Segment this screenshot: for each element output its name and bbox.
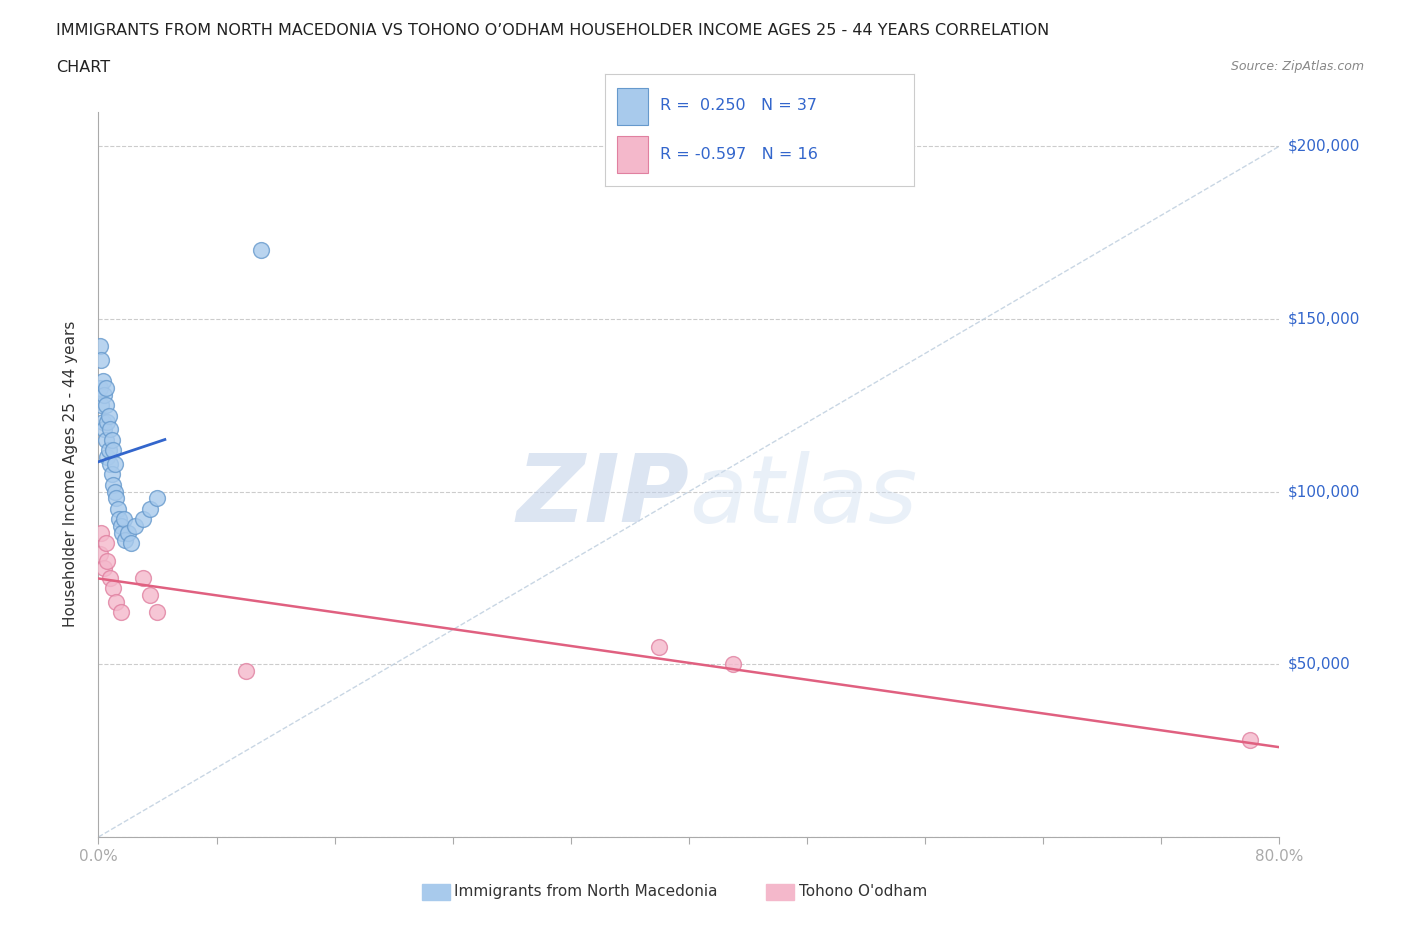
Point — [94, 380, 117, 395]
Point — [93, 422, 115, 437]
Point — [120, 536, 142, 551]
Point — [96, 415, 118, 430]
Point — [112, 512, 135, 526]
Point — [97, 408, 120, 423]
Text: Immigrants from North Macedonia: Immigrants from North Macedonia — [454, 884, 717, 899]
Text: atlas: atlas — [689, 450, 917, 541]
Point — [1239, 733, 1261, 748]
Point — [90, 398, 112, 413]
Point — [96, 449, 118, 464]
Text: CHART: CHART — [56, 60, 110, 75]
Text: ZIP: ZIP — [516, 450, 689, 542]
Point — [648, 640, 671, 655]
Point — [100, 467, 122, 482]
Point — [94, 536, 117, 551]
Y-axis label: Householder Income Ages 25 - 44 years: Householder Income Ages 25 - 44 years — [63, 321, 77, 628]
Point — [250, 243, 273, 258]
Point — [90, 352, 112, 367]
Point — [104, 457, 127, 472]
Point — [110, 605, 132, 620]
Point — [93, 560, 115, 575]
Text: R =  0.250   N = 37: R = 0.250 N = 37 — [661, 99, 817, 113]
Point — [89, 546, 111, 561]
Point — [110, 519, 132, 534]
Text: $150,000: $150,000 — [1288, 312, 1360, 326]
FancyBboxPatch shape — [617, 136, 648, 173]
Point — [114, 533, 136, 548]
Point — [94, 432, 117, 447]
Point — [124, 519, 146, 534]
Point — [91, 415, 114, 430]
Text: $200,000: $200,000 — [1288, 139, 1360, 153]
Point — [97, 443, 120, 458]
Point — [90, 525, 112, 540]
Point — [91, 374, 114, 389]
Point — [93, 388, 115, 403]
Text: Tohono O'odham: Tohono O'odham — [799, 884, 927, 899]
Point — [139, 588, 162, 603]
Point — [107, 501, 129, 516]
Point — [117, 525, 139, 540]
Text: $100,000: $100,000 — [1288, 485, 1360, 499]
Point — [94, 398, 117, 413]
Text: R = -0.597   N = 16: R = -0.597 N = 16 — [661, 147, 818, 162]
Point — [146, 491, 169, 506]
Text: IMMIGRANTS FROM NORTH MACEDONIA VS TOHONO O’ODHAM HOUSEHOLDER INCOME AGES 25 - 4: IMMIGRANTS FROM NORTH MACEDONIA VS TOHON… — [56, 23, 1049, 38]
Point — [96, 553, 118, 568]
Point — [146, 605, 169, 620]
Point — [103, 581, 125, 596]
Point — [132, 512, 155, 526]
Point — [104, 485, 127, 499]
Point — [235, 664, 257, 679]
Point — [89, 380, 111, 395]
Point — [132, 570, 155, 585]
Text: $50,000: $50,000 — [1288, 657, 1351, 671]
Point — [98, 422, 121, 437]
Point — [103, 443, 125, 458]
Point — [98, 457, 121, 472]
Point — [108, 512, 131, 526]
Point — [139, 501, 162, 516]
Text: Source: ZipAtlas.com: Source: ZipAtlas.com — [1230, 60, 1364, 73]
FancyBboxPatch shape — [617, 87, 648, 125]
Point — [98, 570, 121, 585]
Point — [105, 594, 128, 609]
Point — [105, 491, 128, 506]
Point — [111, 525, 134, 540]
Point — [100, 432, 122, 447]
Point — [721, 657, 744, 671]
Point — [89, 339, 111, 354]
Point — [103, 477, 125, 492]
